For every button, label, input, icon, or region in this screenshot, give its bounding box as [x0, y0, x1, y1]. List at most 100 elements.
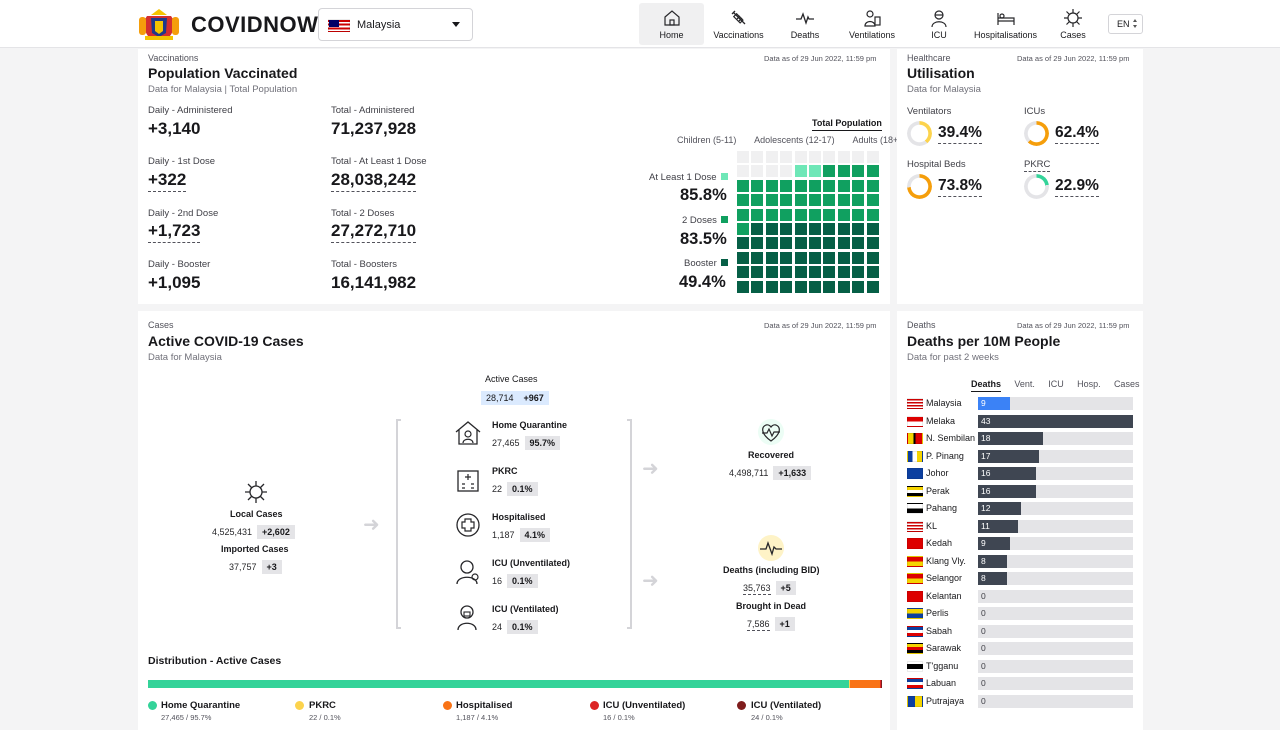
- waffle-cell: [809, 266, 821, 279]
- nav-hospitalisations[interactable]: Hospitalisations: [972, 3, 1039, 45]
- bar-value: 12: [981, 503, 991, 513]
- util-value[interactable]: 22.9%: [1055, 177, 1099, 197]
- pulse-icon: [796, 12, 814, 26]
- util-value[interactable]: 39.4%: [938, 124, 982, 144]
- legend-label: 2 Doses: [682, 215, 717, 226]
- stat-value[interactable]: 28,038,242: [331, 170, 417, 192]
- state-name: Klang Vly.: [926, 555, 966, 566]
- nav-ventilations[interactable]: Ventilations: [844, 3, 900, 45]
- bar: [978, 537, 1011, 550]
- nav-vaccinations[interactable]: Vaccinations: [707, 3, 770, 45]
- nav-deaths[interactable]: Deaths: [778, 3, 832, 45]
- death-row: Selangor 8: [907, 572, 1134, 585]
- tab-adults[interactable]: Adults (18+): [852, 135, 902, 145]
- waffle-cell: [852, 179, 865, 192]
- stat-label: Total - Administered: [331, 105, 415, 116]
- waffle-cell: [809, 237, 821, 250]
- waffle-cell: [737, 208, 749, 221]
- waffle-cell: [765, 165, 778, 178]
- local-cases-value: 4,525,431 +2,602: [212, 522, 295, 540]
- waffle-cell: [765, 179, 778, 192]
- waffle-cell: [737, 280, 749, 293]
- state-flag-icon: [907, 590, 923, 602]
- waffle-cell: [852, 223, 865, 235]
- tab-adolescents[interactable]: Adolescents (12-17): [754, 135, 835, 145]
- waffle-cell: [751, 165, 764, 178]
- death-row: Labuan 0: [907, 677, 1134, 690]
- tab-hosp[interactable]: Hosp.: [1077, 379, 1101, 389]
- bar-value: 17: [981, 450, 991, 461]
- death-row: Perlis 0: [907, 607, 1134, 620]
- country-selector[interactable]: Malaysia: [318, 8, 473, 41]
- waffle-cell: [780, 208, 793, 221]
- stat-label: Daily - Booster: [148, 259, 211, 270]
- death-row: KL 11: [907, 519, 1134, 533]
- death-row: Perak 16: [907, 484, 1134, 498]
- legend-dot: [737, 701, 746, 710]
- bid-value: 7,586 +1: [747, 614, 795, 632]
- dist-sub: 24 / 0.1%: [751, 713, 783, 722]
- waffle-cell: [737, 165, 749, 178]
- util-value[interactable]: 62.4%: [1055, 124, 1099, 144]
- distribution-segment: [880, 680, 882, 688]
- waffle-cell: [809, 151, 821, 163]
- util-label: ICUs: [1024, 106, 1046, 117]
- state-flag-icon: [907, 398, 923, 409]
- waffle-cell: [823, 165, 836, 178]
- breakdown-label: ICU (Unventilated): [492, 558, 571, 568]
- tab-children[interactable]: Children (5-11): [677, 135, 737, 145]
- bar: [978, 449, 1040, 463]
- util-label[interactable]: PKRC: [1024, 159, 1051, 172]
- nav-icu[interactable]: ICU: [920, 3, 958, 45]
- medical-cross-icon: [456, 513, 480, 537]
- waffle-cell: [780, 280, 793, 293]
- state-flag-icon: [907, 695, 923, 707]
- death-row: N. Sembilan 18: [907, 432, 1134, 445]
- legend-swatch: [721, 259, 728, 266]
- waffle-cell: [737, 194, 749, 207]
- tab-total-population[interactable]: Total Population: [812, 118, 882, 128]
- waffle-cell: [794, 165, 807, 178]
- tab-vent[interactable]: Vent.: [1014, 379, 1035, 389]
- state-name: Sarawak: [926, 643, 962, 653]
- util-value[interactable]: 73.8%: [938, 177, 982, 197]
- stat-value[interactable]: +322: [148, 170, 187, 192]
- nav-cases[interactable]: Cases: [1054, 3, 1092, 45]
- state-name: T'gganu: [926, 660, 959, 671]
- bar-value: 9: [981, 398, 986, 408]
- death-row: Johor 16: [907, 467, 1134, 480]
- stat-value[interactable]: +1,723: [148, 221, 201, 243]
- language-selector[interactable]: EN: [1108, 14, 1143, 34]
- bar-track: [978, 502, 1133, 515]
- state-name: Putrajaya: [926, 695, 965, 706]
- waffle-cell: [794, 280, 807, 293]
- bar: [978, 502, 1022, 515]
- nav-home[interactable]: Home: [639, 3, 704, 45]
- stat-value: 71,237,928: [331, 119, 417, 138]
- tab-cases[interactable]: Cases: [1113, 379, 1140, 389]
- metric-tabs: Deaths Vent. ICU Hosp. Cases: [971, 374, 1139, 392]
- stat-value[interactable]: 27,272,710: [331, 221, 417, 243]
- waffle-cell: [765, 151, 778, 163]
- bar-track: [978, 642, 1133, 655]
- state-flag-icon: [907, 485, 923, 497]
- bar: [978, 519, 1018, 533]
- state-name: Malaysia: [926, 398, 962, 408]
- vaccination-card: [138, 49, 890, 304]
- tab-deaths[interactable]: Deaths: [971, 379, 1002, 389]
- deaths-kicker: Deaths: [907, 320, 936, 330]
- waffle-cell: [823, 194, 836, 207]
- distribution-segment: [879, 680, 881, 688]
- bid-label: Brought in Dead: [736, 601, 806, 611]
- distribution-segment: [849, 680, 880, 688]
- state-flag-icon: [907, 573, 923, 584]
- state-flag-icon: [907, 660, 923, 672]
- recovered-label: Recovered: [748, 450, 795, 460]
- bar-track: [978, 432, 1133, 445]
- coat-of-arms-logo: [139, 9, 179, 40]
- waffle-cell: [794, 208, 807, 221]
- bracket-right: [627, 419, 632, 629]
- waffle-cell: [852, 251, 865, 264]
- death-row: P. Pinang 17: [907, 449, 1134, 463]
- tab-icu[interactable]: ICU: [1048, 379, 1064, 389]
